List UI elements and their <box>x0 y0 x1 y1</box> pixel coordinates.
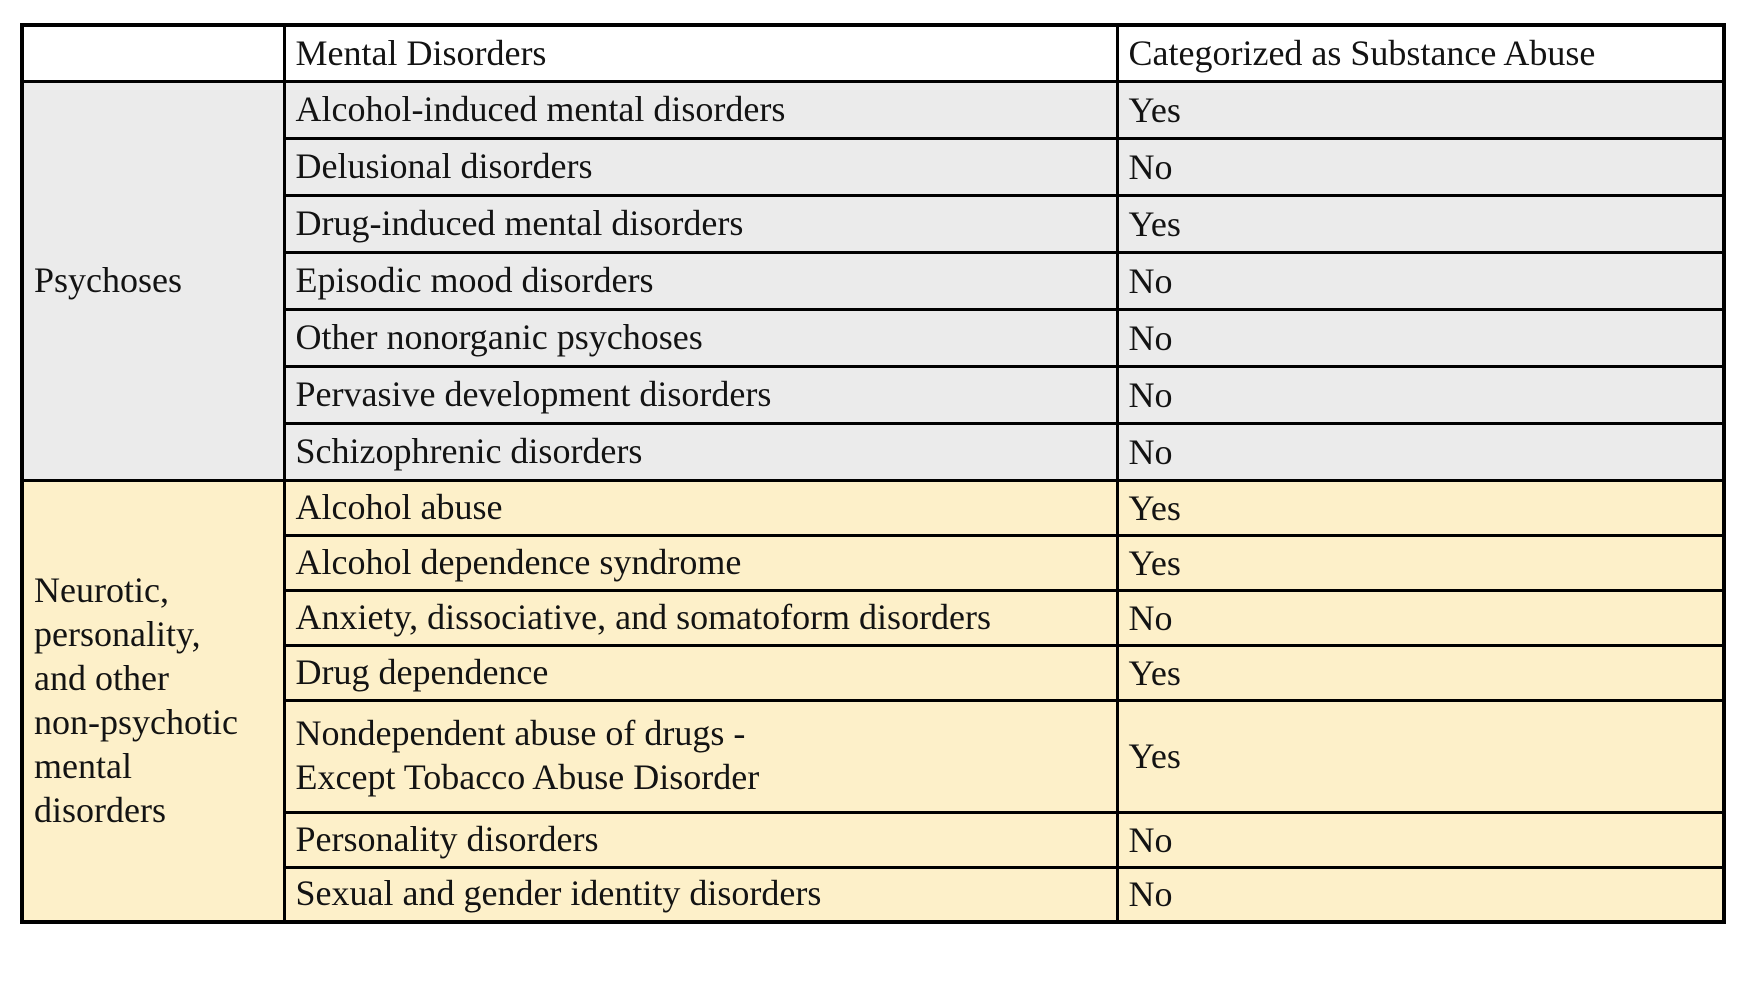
substance-abuse-cell: Yes <box>1115 533 1726 592</box>
substance-abuse-cell: Yes <box>1115 193 1726 254</box>
table-row: Nondependent abuse of drugs - Except Tob… <box>22 698 1726 814</box>
disorder-cell: Personality disorders <box>282 810 1119 869</box>
table-row: Episodic mood disorders No <box>22 250 1726 311</box>
substance-abuse-cell: No <box>1115 865 1726 924</box>
substance-abuse-cell: No <box>1115 810 1726 869</box>
disorder-cell: Alcohol dependence syndrome <box>282 533 1119 592</box>
substance-abuse-cell: No <box>1115 364 1726 425</box>
substance-abuse-cell: Yes <box>1115 478 1726 537</box>
table-header: Mental Disorders Categorized as Substanc… <box>20 23 1726 83</box>
substance-abuse-cell: No <box>1115 421 1726 482</box>
table-row: Psychoses Alcohol-induced mental disorde… <box>20 79 1726 482</box>
column-header-mental-disorders: Mental Disorders <box>282 23 1119 83</box>
corner-header-cell <box>20 23 286 83</box>
disorder-cell: Delusional disorders <box>282 136 1119 197</box>
disorder-cell: Anxiety, dissociative, and somatoform di… <box>282 588 1119 647</box>
disorder-cell: Sexual and gender identity disorders <box>282 865 1119 924</box>
disorder-cell: Nondependent abuse of drugs - Except Tob… <box>282 698 1119 814</box>
disorder-cell: Episodic mood disorders <box>282 250 1119 311</box>
table-row: Other nonorganic psychoses No <box>22 307 1726 368</box>
mental-disorders-table: Mental Disorders Categorized as Substanc… <box>20 23 1726 924</box>
neurotic-group: Neurotic, personality, and other non-psy… <box>20 478 1726 924</box>
disorder-cell: Other nonorganic psychoses <box>282 307 1119 368</box>
table-row: Personality disorders No <box>22 810 1726 869</box>
substance-abuse-cell: Yes <box>1115 698 1726 814</box>
group-label-neurotic: Neurotic, personality, and other non-psy… <box>20 478 286 924</box>
substance-abuse-cell: Yes <box>1115 643 1726 702</box>
table-row: Neurotic, personality, and other non-psy… <box>20 478 1726 924</box>
psychoses-group: Psychoses Alcohol-induced mental disorde… <box>20 79 1726 482</box>
disorder-cell: Pervasive development disorders <box>282 364 1119 425</box>
table-row: Drug dependence Yes <box>22 643 1726 702</box>
header-row: Mental Disorders Categorized as Substanc… <box>20 23 1726 83</box>
disorder-cell: Drug dependence <box>282 643 1119 702</box>
column-header-substance-abuse: Categorized as Substance Abuse <box>1115 23 1726 83</box>
table-row: Delusional disorders No <box>22 136 1726 197</box>
page: Mental Disorders Categorized as Substanc… <box>0 23 1744 994</box>
disorder-cell: Alcohol abuse <box>282 478 1119 537</box>
substance-abuse-cell: No <box>1115 588 1726 647</box>
substance-abuse-cell: No <box>1115 250 1726 311</box>
substance-abuse-cell: Yes <box>1115 79 1726 140</box>
table-row: Anxiety, dissociative, and somatoform di… <box>22 588 1726 647</box>
group-label-psychoses: Psychoses <box>20 79 286 482</box>
table-row: Schizophrenic disorders No <box>22 421 1726 482</box>
disorder-cell: Schizophrenic disorders <box>282 421 1119 482</box>
substance-abuse-cell: No <box>1115 307 1726 368</box>
table-row: Sexual and gender identity disorders No <box>22 865 1726 924</box>
table-row: Drug-induced mental disorders Yes <box>22 193 1726 254</box>
table-row: Pervasive development disorders No <box>22 364 1726 425</box>
disorder-cell: Drug-induced mental disorders <box>282 193 1119 254</box>
table-row: Alcohol dependence syndrome Yes <box>22 533 1726 592</box>
substance-abuse-cell: No <box>1115 136 1726 197</box>
disorder-cell: Alcohol-induced mental disorders <box>282 79 1119 140</box>
